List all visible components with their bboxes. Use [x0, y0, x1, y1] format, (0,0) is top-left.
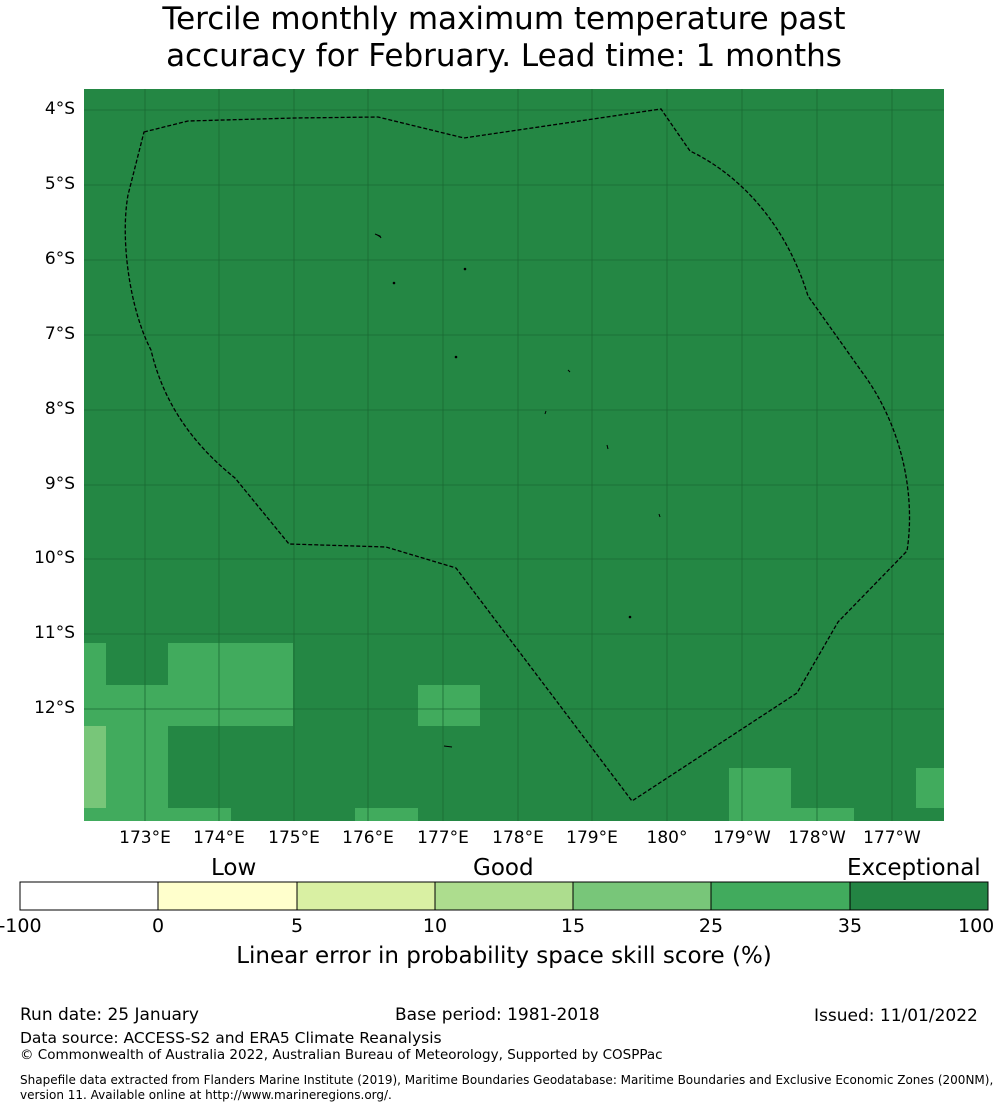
lon-label: 178°E: [492, 828, 544, 848]
lat-label: 8°S: [44, 399, 75, 419]
patch: [106, 726, 168, 821]
lon-label: 177°W: [863, 828, 921, 848]
eez-boundary: [124, 108, 911, 802]
colorbar-segment: [711, 882, 850, 910]
patch: [729, 768, 791, 821]
patch: [84, 808, 106, 821]
data-source: Data source: ACCESS-S2 and ERA5 Climate …: [20, 1029, 442, 1047]
lat-label: 6°S: [44, 249, 75, 269]
lon-label: 175°E: [268, 828, 320, 848]
colorbar-tick-label: 25: [698, 915, 724, 937]
patch: [791, 808, 854, 821]
lat-label: 5°S: [44, 174, 75, 194]
lon-label: 179°E: [566, 828, 618, 848]
skill-patches: [84, 643, 944, 821]
colorbar-tick-label: 35: [837, 915, 863, 937]
run-date: Run date: 25 January: [20, 1005, 199, 1025]
patch: [355, 808, 418, 821]
patch: [168, 808, 231, 821]
lon-label: 173°E: [119, 828, 171, 848]
patch: [418, 685, 480, 726]
colorbar-segment: [850, 882, 988, 910]
lat-label: 4°S: [44, 99, 75, 119]
patch: [84, 643, 106, 685]
colorbar-segment: [20, 882, 158, 910]
islands: [374, 233, 661, 748]
patch: [916, 768, 944, 808]
issued-date: Issued: 11/01/2022: [814, 1006, 978, 1026]
lat-label: 12°S: [34, 698, 75, 718]
lat-label: 9°S: [44, 474, 75, 494]
colorbar-tick-label: -100: [0, 915, 42, 937]
map-title-line-2: accuracy for February. Lead time: 1 mont…: [166, 38, 842, 74]
legend-category-good: Good: [473, 855, 534, 881]
patch: [168, 643, 293, 685]
colorbar-tick-label: 10: [422, 915, 448, 937]
colorbar-tick-label: 15: [560, 915, 586, 937]
copyright: © Commonwealth of Australia 2022, Austra…: [20, 1047, 663, 1063]
colorbar-segment: [573, 882, 711, 910]
lat-label: 10°S: [34, 548, 75, 568]
shapefile-credit-line-1: Shapefile data extracted from Flanders M…: [20, 1073, 994, 1087]
lat-label: 11°S: [34, 623, 75, 643]
patch: [84, 685, 293, 726]
colorbar-tick-label: 100: [958, 915, 995, 937]
lon-label: 179°W: [713, 828, 771, 848]
legend-category-exceptional: Exceptional: [847, 855, 981, 881]
lon-label: 174°E: [193, 828, 245, 848]
map-title-line-1: Tercile monthly maximum temperature past: [162, 1, 846, 37]
colorbar-segment: [435, 882, 573, 910]
colorbar-segment: [158, 882, 297, 910]
shapefile-credit-line-2: version 11. Available online at http://w…: [20, 1088, 392, 1102]
legend-category-low: Low: [211, 855, 257, 881]
colorbar: [19, 881, 989, 911]
lon-label: 178°W: [788, 828, 846, 848]
lon-label: 177°E: [417, 828, 469, 848]
base-period: Base period: 1981-2018: [395, 1005, 600, 1025]
lon-label: 176°E: [342, 828, 394, 848]
lon-label: 180°: [646, 828, 688, 848]
colorbar-tick-label: 0: [151, 915, 165, 937]
colorbar-title: Linear error in probability space skill …: [236, 943, 772, 969]
lat-label: 7°S: [44, 324, 75, 344]
patch: [84, 726, 106, 808]
map-gridlines: [84, 89, 944, 821]
colorbar-tick-label: 5: [290, 915, 304, 937]
colorbar-outline: [19, 881, 989, 911]
colorbar-segment: [297, 882, 435, 910]
